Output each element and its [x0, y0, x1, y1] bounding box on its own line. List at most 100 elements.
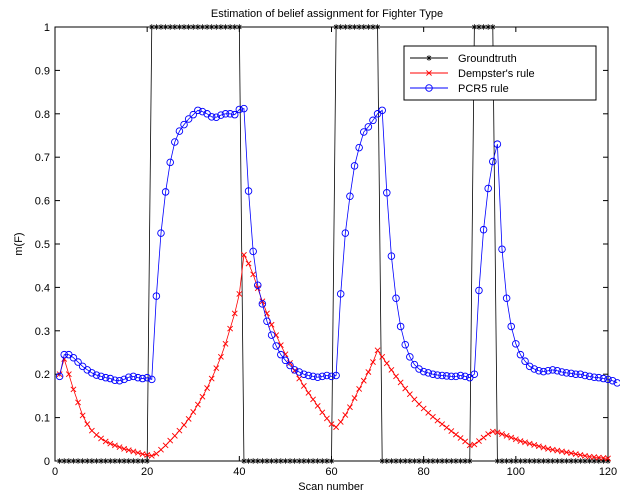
pcr5-point [576, 370, 585, 378]
pcr5-point [442, 372, 451, 380]
pcr5-point [489, 157, 497, 166]
pcr5-point [350, 162, 359, 170]
dempster-point [499, 431, 505, 438]
dempster-point [217, 353, 224, 360]
groundtruth-point [471, 24, 478, 30]
dempster-point [337, 419, 344, 425]
pcr5-point [115, 376, 124, 385]
dempster-point [185, 415, 192, 422]
dempster-point [347, 404, 353, 411]
y-axis: 0 0.1 0.2 0.3 0.4 0.5 0.6 0.7 0.8 0.9 1 [35, 22, 608, 468]
groundtruth-point [430, 458, 436, 464]
pcr5-point [452, 372, 460, 381]
dempster-point [360, 377, 367, 384]
pcr5-point [608, 376, 617, 385]
dempster-point [374, 347, 381, 354]
dempster-point [457, 435, 464, 441]
groundtruth-point [204, 24, 210, 30]
series-groundtruth [56, 24, 611, 464]
dempster-point [563, 449, 570, 456]
pcr5-point [387, 252, 396, 260]
dempster-point [121, 445, 128, 452]
pcr5-point [175, 127, 184, 135]
pcr5-point [595, 373, 603, 382]
dempster-point [411, 396, 418, 403]
pcr5-point [212, 113, 221, 122]
dempster-point [370, 359, 376, 365]
dempster-point [241, 251, 247, 258]
pcr5-point [74, 358, 82, 366]
pcr5-point [410, 360, 419, 369]
pcr5-point [470, 370, 479, 378]
dempster-point [125, 447, 132, 454]
dempster-point [503, 432, 510, 439]
pcr5-point [313, 373, 322, 381]
pcr5-point [171, 138, 179, 146]
groundtruth-point [328, 458, 335, 464]
pcr5-point [217, 111, 225, 119]
dempster-point [116, 444, 123, 451]
pcr5-point [88, 369, 96, 377]
groundtruth-point [384, 458, 390, 464]
pcr5-point [438, 371, 446, 380]
pcr5-point [521, 357, 529, 365]
groundtruth-point [591, 458, 597, 464]
groundtruth-point [489, 24, 496, 30]
y-tick-label: 0.3 [35, 326, 50, 338]
pcr5-point [406, 353, 414, 361]
dempster-point [605, 455, 611, 462]
pcr5-point [364, 123, 373, 131]
pcr5-point [581, 371, 589, 380]
dempster-point [227, 325, 234, 332]
groundtruth-point [245, 458, 252, 464]
dempster-point [310, 396, 316, 403]
groundtruth-point [342, 24, 349, 30]
dempster-point [554, 447, 561, 454]
dempster-point [572, 451, 579, 457]
dempster-point [250, 271, 257, 278]
pcr5-point [502, 294, 511, 303]
y-tick-label: 0 [44, 456, 50, 468]
y-tick-label: 1 [44, 22, 50, 34]
pcr5-point [599, 374, 608, 383]
legend-circle-icon [425, 84, 433, 92]
x-tick-label: 20 [141, 466, 153, 478]
dempster-point [93, 432, 100, 438]
legend-x-icon [426, 70, 432, 76]
dempster-point [98, 435, 105, 442]
pcr5-point [152, 292, 161, 300]
dempster-point [351, 395, 358, 401]
pcr5-point [263, 317, 271, 326]
dempster-point [333, 424, 340, 431]
pcr5-point [226, 110, 234, 118]
groundtruth-point [393, 458, 399, 464]
x-tick-label: 80 [418, 466, 430, 478]
pcr5-point [562, 369, 571, 377]
dempster-point [512, 436, 519, 443]
pcr5-point [360, 128, 368, 136]
pcr5-point [369, 116, 377, 125]
groundtruth-point [425, 458, 432, 464]
dempster-point [540, 444, 547, 451]
legend: Groundtruth Dempster's rule PCR5 rule [403, 45, 597, 101]
groundtruth-point [324, 458, 330, 464]
dempster-point [508, 434, 515, 441]
pcr5-point [235, 105, 244, 114]
dempster-point [485, 431, 492, 438]
dempster-point [130, 448, 137, 455]
dempster-point [526, 440, 533, 447]
dempster-point [462, 438, 469, 445]
dempster-point [494, 429, 501, 436]
pcr5-point [286, 361, 294, 370]
pcr5-point [479, 225, 488, 234]
dempster-point [393, 373, 399, 380]
pcr5-point [392, 294, 400, 303]
dempster-point [342, 412, 349, 418]
legend-star-icon [426, 55, 432, 61]
groundtruth-point [301, 458, 307, 464]
pcr5-point [60, 350, 68, 359]
dempster-point [420, 405, 427, 412]
dempster-point [356, 386, 363, 392]
x-axis-title: Scan number [298, 481, 364, 493]
pcr5-point [106, 374, 115, 383]
